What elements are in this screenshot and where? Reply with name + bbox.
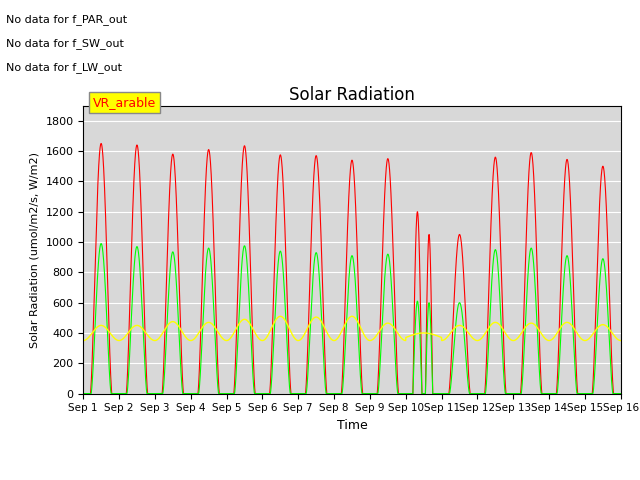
Text: No data for f_SW_out: No data for f_SW_out xyxy=(6,38,124,49)
Title: Solar Radiation: Solar Radiation xyxy=(289,86,415,104)
Text: VR_arable: VR_arable xyxy=(93,96,156,109)
X-axis label: Time: Time xyxy=(337,419,367,432)
Legend: PAR_in, SW_in, LW_in: PAR_in, SW_in, LW_in xyxy=(202,474,502,480)
Y-axis label: Solar Radiation (umol/m2/s, W/m2): Solar Radiation (umol/m2/s, W/m2) xyxy=(30,152,40,348)
Text: No data for f_PAR_out: No data for f_PAR_out xyxy=(6,14,127,25)
Text: No data for f_LW_out: No data for f_LW_out xyxy=(6,62,122,73)
